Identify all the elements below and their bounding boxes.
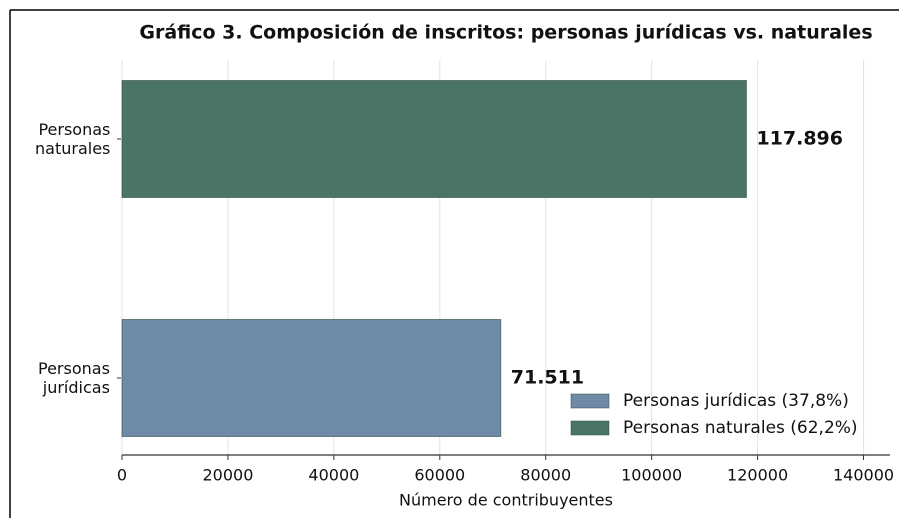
x-tick-label: 100000 xyxy=(621,466,682,485)
x-tick-label: 0 xyxy=(117,466,127,485)
legend-label: Personas jurídicas (37,8%) xyxy=(623,391,849,411)
x-tick-label: 120000 xyxy=(727,466,788,485)
bar xyxy=(121,319,502,437)
legend-swatch xyxy=(570,420,610,436)
x-tick-label: 20000 xyxy=(202,466,253,485)
legend-swatch xyxy=(570,393,610,409)
x-tick-label: 60000 xyxy=(414,466,465,485)
y-tick-label: Personas jurídicas xyxy=(38,359,110,397)
x-axis-label: Número de contribuyentes xyxy=(399,491,613,510)
bar xyxy=(121,80,747,198)
y-tick-label: Personas naturales xyxy=(35,120,111,158)
value-label: 117.896 xyxy=(756,128,843,150)
x-tick-label: 40000 xyxy=(308,466,359,485)
chart-title: Gráfico 3. Composición de inscritos: per… xyxy=(139,22,872,44)
legend-label: Personas naturales (62,2%) xyxy=(623,418,858,438)
x-tick-label: 140000 xyxy=(833,466,894,485)
value-label: 71.511 xyxy=(511,367,584,389)
x-tick-label: 80000 xyxy=(520,466,571,485)
